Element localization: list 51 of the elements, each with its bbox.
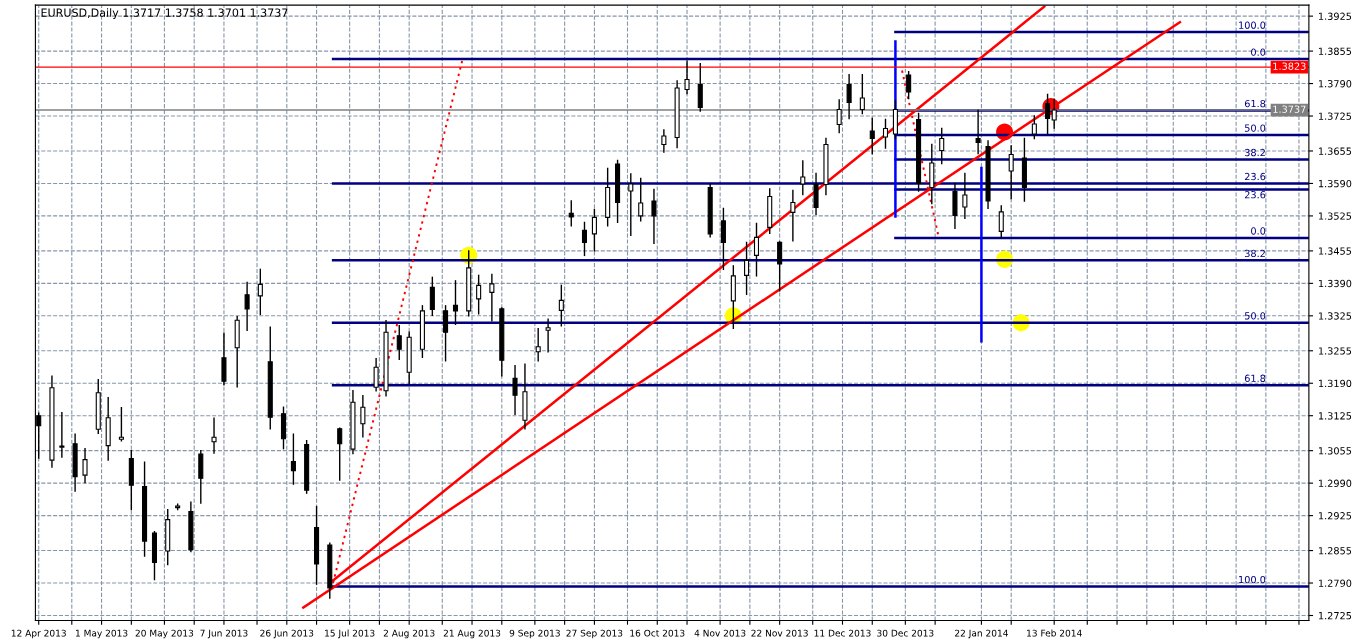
x-tick-label: 26 Jun 2013 bbox=[260, 629, 314, 639]
annotation: 38.2 bbox=[1244, 249, 1265, 258]
y-tick-label: 1.2855 bbox=[1318, 547, 1352, 555]
x-tick-label: 15 Jul 2013 bbox=[325, 629, 375, 639]
x-tick-label: 1 May 2013 bbox=[76, 629, 128, 639]
y-tick-label: 1.3325 bbox=[1318, 312, 1352, 320]
y-tick-label: 1.3655 bbox=[1318, 147, 1352, 155]
annotation: 0.0 bbox=[1251, 48, 1266, 56]
y-tick-label: 1.3190 bbox=[1318, 379, 1352, 388]
y-tick-label: 1.3590 bbox=[1318, 179, 1352, 188]
x-tick-label: 21 Aug 2013 bbox=[443, 629, 501, 639]
y-tick-label: 1.3255 bbox=[1318, 347, 1352, 355]
ref-line-label: 1.3737 bbox=[1273, 105, 1306, 113]
y-tick-label: 1.3925 bbox=[1318, 12, 1352, 20]
y-tick-label: 1.3055 bbox=[1318, 447, 1352, 455]
annotation: 0.0 bbox=[1251, 227, 1266, 235]
x-tick-label: 9 Sep 2013 bbox=[509, 629, 560, 639]
x-tick-label: 4 Nov 2013 bbox=[694, 629, 746, 637]
x-tick-label: 12 Apr 2013 bbox=[11, 629, 66, 639]
chart-title: EURUSD,Daily 1.3717 1.3758 1.3701 1.3737 bbox=[41, 8, 288, 19]
annotation: 38.2 bbox=[1244, 148, 1265, 157]
y-tick-label: 1.3455 bbox=[1318, 247, 1352, 255]
annotation: 61.8 bbox=[1244, 374, 1266, 382]
x-tick-label: 27 Sep 2013 bbox=[566, 629, 623, 639]
annotation: 100.0 bbox=[1239, 575, 1266, 584]
y-tick-label: 1.3125 bbox=[1318, 412, 1352, 420]
y-tick-label: 1.3855 bbox=[1318, 47, 1352, 55]
annotation: 23.6 bbox=[1244, 191, 1266, 199]
annotation: 50.0 bbox=[1244, 312, 1266, 320]
x-tick-label: 7 Jun 2013 bbox=[200, 629, 248, 639]
annotation: 61.8 bbox=[1244, 99, 1266, 108]
y-tick-label: 1.3725 bbox=[1318, 112, 1352, 120]
x-tick-label: 22 Nov 2013 bbox=[751, 629, 808, 637]
x-tick-label: 22 Jan 2014 bbox=[955, 629, 1008, 639]
x-tick-label: 11 Dec 2013 bbox=[814, 629, 871, 637]
y-tick-label: 1.2725 bbox=[1318, 611, 1352, 620]
y-tick-label: 1.3390 bbox=[1318, 279, 1352, 288]
y-tick-label: 1.3525 bbox=[1318, 212, 1352, 220]
x-tick-label: 30 Dec 2013 bbox=[877, 629, 934, 637]
ref-line-label: 1.3823 bbox=[1273, 62, 1306, 70]
x-tick-label: 20 May 2013 bbox=[135, 629, 194, 639]
y-tick-label: 1.3790 bbox=[1318, 80, 1352, 88]
y-tick-label: 1.2925 bbox=[1318, 512, 1352, 520]
y-tick-label: 1.2990 bbox=[1318, 479, 1352, 487]
y-tick-label: 1.2790 bbox=[1318, 579, 1352, 587]
annotation: 23.6 bbox=[1244, 172, 1266, 181]
x-tick-label: 16 Oct 2013 bbox=[630, 629, 685, 637]
x-tick-label: 13 Feb 2014 bbox=[1027, 629, 1082, 637]
annotation: 50.0 bbox=[1244, 124, 1266, 132]
x-tick-label: 2 Aug 2013 bbox=[383, 629, 435, 639]
annotation: 100.0 bbox=[1239, 21, 1266, 29]
